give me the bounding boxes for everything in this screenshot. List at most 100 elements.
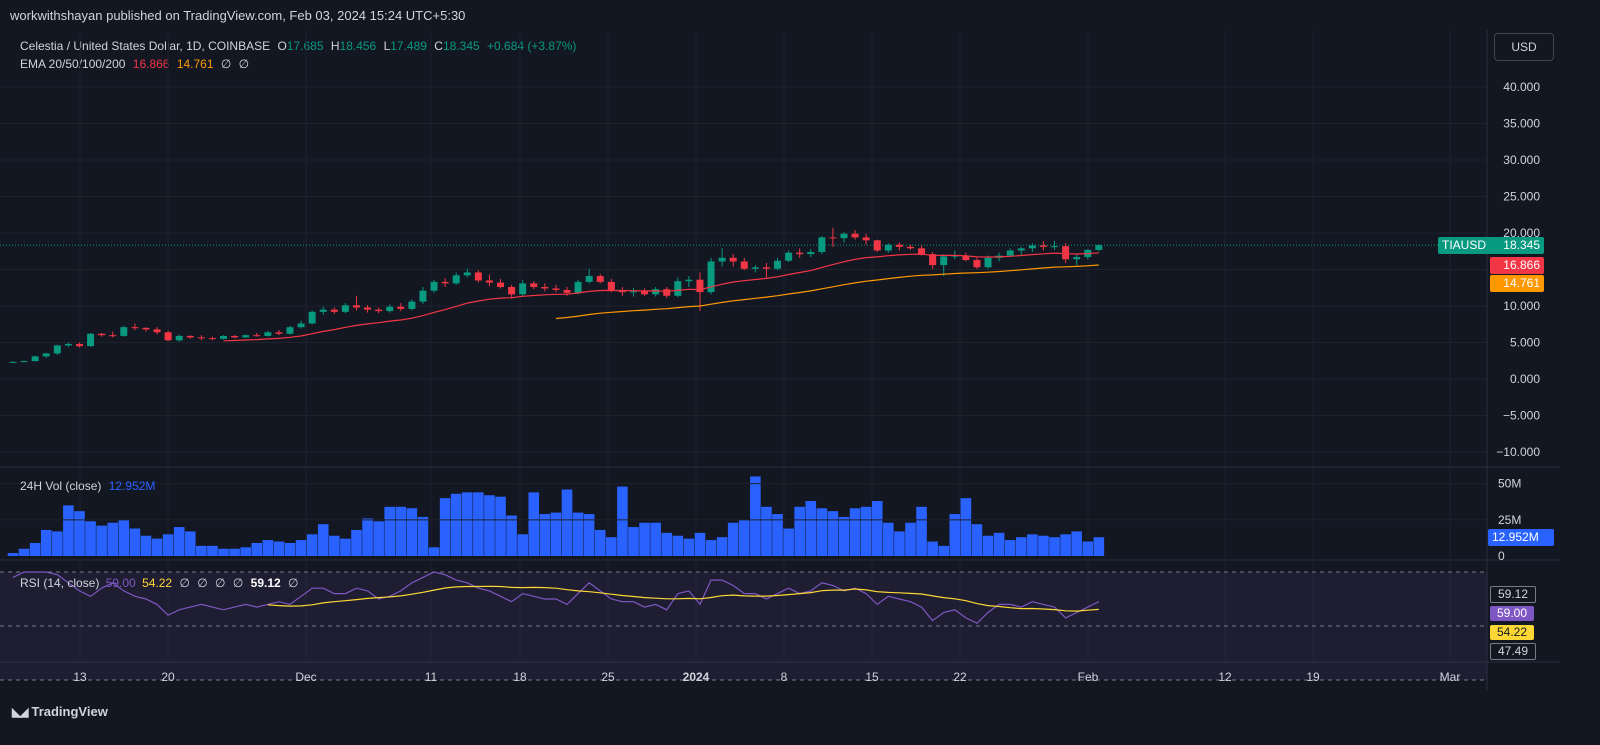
- volume-bar: [572, 512, 584, 556]
- volume-bar: [694, 532, 706, 556]
- candle-body: [962, 255, 970, 261]
- ema20-value: 16.866: [132, 57, 170, 71]
- volume-bar: [1071, 531, 1082, 556]
- candle-body: [397, 306, 405, 309]
- rsi-extra-value: 59.12: [250, 576, 281, 590]
- candle-body: [1073, 257, 1081, 260]
- volume-bar: [871, 501, 883, 556]
- price-tick-label: 5.000: [1510, 336, 1540, 350]
- volume-bar: [107, 522, 119, 556]
- ema200-value: ∅: [238, 57, 250, 71]
- volume-bar: [362, 518, 373, 556]
- rsi-tag-lower: 47.49: [1490, 643, 1536, 660]
- candle-body: [386, 306, 394, 312]
- volume-bar: [196, 545, 207, 556]
- volume-bar: [783, 528, 794, 556]
- candle-body: [596, 276, 604, 282]
- volume-bar: [772, 514, 783, 556]
- candle-body: [906, 246, 914, 249]
- price-tick-label: 40.000: [1503, 80, 1540, 94]
- candle-body: [1062, 246, 1070, 260]
- volume-bar: [971, 524, 983, 556]
- candle-body: [419, 290, 427, 302]
- volume-bar: [705, 540, 717, 556]
- candle-body: [984, 257, 992, 268]
- candle-body: [807, 251, 815, 255]
- ema50-line: [555, 264, 1099, 320]
- rsi-line: [12, 571, 1100, 625]
- candle-body: [1095, 245, 1103, 250]
- symbol-tag: TIAUSD: [1442, 238, 1487, 252]
- currency-button[interactable]: USD: [1494, 33, 1554, 61]
- candle-body: [474, 272, 482, 281]
- volume-bar: [794, 506, 805, 556]
- volume-bar: [1015, 537, 1027, 556]
- ema20-tag: 16.866: [1490, 257, 1544, 274]
- candle-body: [98, 333, 106, 336]
- high-value: 18.456: [339, 39, 377, 53]
- time-tick-label: 18: [513, 670, 527, 684]
- volume-bar: [351, 529, 362, 556]
- volume-bar: [151, 538, 163, 556]
- rsi-ma-line: [267, 585, 1099, 612]
- volume-bar: [340, 538, 351, 556]
- candle-body: [929, 254, 937, 266]
- volume-bar: [284, 542, 296, 556]
- candle-body: [829, 237, 837, 239]
- low-label: L: [383, 39, 391, 53]
- open-value: 17.685: [286, 39, 324, 53]
- candle-body: [164, 332, 172, 341]
- close-label: C: [434, 39, 443, 53]
- time-tick-label: Mar: [1440, 670, 1461, 684]
- candle-body: [652, 289, 660, 295]
- rsi-legend: RSI (14, close) 59.00 54.22 ∅ ∅ ∅ ∅ 59.1…: [20, 576, 298, 590]
- candle-body: [197, 337, 205, 339]
- candle-body: [1039, 245, 1047, 247]
- volume-bar: [727, 522, 739, 556]
- ema-legend: EMA 20/50/100/200 16.866 14.761 ∅ ∅: [20, 57, 249, 71]
- volume-bar: [949, 514, 961, 556]
- candle-body: [951, 255, 959, 257]
- candle-body: [774, 260, 782, 269]
- volume-legend: 24H Vol (close) 12.952M: [20, 479, 155, 493]
- candle-body: [109, 335, 117, 337]
- candle-body: [53, 345, 61, 354]
- volume-bar: [29, 542, 41, 556]
- volume-bar: [827, 511, 839, 556]
- volume-bar: [96, 525, 107, 556]
- volume-bar: [40, 529, 52, 556]
- volume-bar: [606, 537, 617, 556]
- volume-bar: [916, 506, 927, 556]
- volume-bar: [18, 548, 30, 556]
- candle-body: [375, 309, 383, 312]
- last-price: 18.345: [1503, 238, 1540, 252]
- time-tick-label: 11: [425, 670, 438, 684]
- candle-body: [275, 332, 283, 334]
- volume-bar: [860, 506, 872, 556]
- time-tick-label: 20: [161, 670, 175, 684]
- volume-bar: [417, 516, 429, 556]
- candle-body: [685, 279, 693, 282]
- volume-bar: [506, 515, 517, 556]
- price-tick-label: −10.000: [1496, 445, 1540, 459]
- volume-bar: [484, 495, 495, 556]
- candle-body: [286, 327, 294, 334]
- candle-body: [940, 256, 948, 266]
- ema50-value: 14.761: [176, 57, 214, 71]
- volume-bar: [173, 527, 185, 556]
- rsi-value: 59.00: [105, 576, 136, 590]
- candle-body: [430, 281, 438, 291]
- candle-body: [796, 252, 804, 255]
- candle-body: [253, 335, 261, 337]
- volume-bar: [905, 522, 916, 556]
- candle-body: [1006, 250, 1014, 256]
- candle-body: [242, 335, 250, 338]
- volume-bar: [229, 548, 240, 556]
- candle-body: [884, 244, 892, 251]
- rsi-tag-ma: 54.22: [1490, 625, 1534, 640]
- candle-body: [851, 233, 859, 238]
- price-tick-label: 10.000: [1503, 299, 1540, 313]
- candle-body: [87, 333, 95, 347]
- tradingview-logo[interactable]: ◣◢ TradingView: [12, 704, 108, 719]
